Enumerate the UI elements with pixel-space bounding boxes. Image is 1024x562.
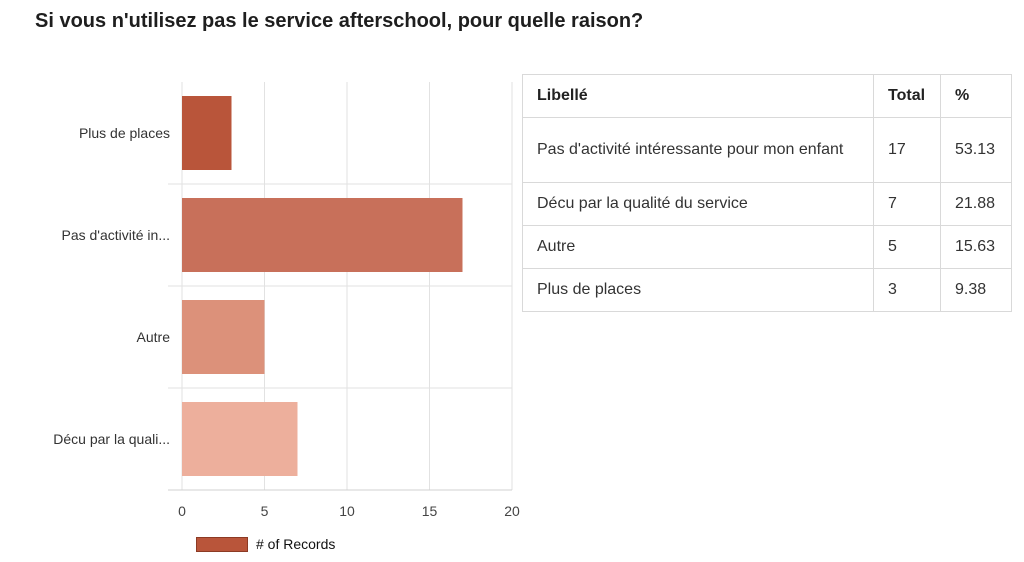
cell-total: 5	[873, 225, 941, 269]
cell-libelle: Plus de places	[522, 268, 874, 312]
cell-libelle: Pas d'activité intéressante pour mon enf…	[522, 117, 874, 183]
legend-label: # of Records	[256, 536, 336, 552]
bar-layer	[182, 96, 463, 476]
legend-swatch	[196, 536, 248, 552]
cell-percent: 9.38	[939, 268, 1013, 312]
column-header-libelle: Libellé	[522, 74, 874, 118]
cell-percent: 15.63	[939, 225, 1013, 269]
x-tick-label: 10	[339, 503, 355, 519]
category-label: Décu par la quali...	[53, 431, 170, 447]
category-label: Pas d'activité in...	[62, 227, 171, 243]
column-header-percent: %	[939, 74, 1013, 118]
table-row: Pas d'activité intéressante pour mon enf…	[522, 117, 1013, 183]
cell-percent: 21.88	[939, 182, 1013, 226]
x-tick-label: 0	[178, 503, 186, 519]
cell-total: 3	[873, 268, 941, 312]
cell-total: 17	[873, 117, 941, 183]
table-row: Décu par la qualité du service 7 21.88	[522, 182, 1013, 226]
grid-layer	[168, 82, 513, 491]
bar[interactable]	[182, 96, 232, 170]
chart-legend: # of Records	[196, 536, 335, 552]
bar-chart: 0 5 10 15 20 Plus de places Pas d'activité in.…	[53, 82, 520, 519]
chart-title: Si vous n'utilisez pas le service afters…	[35, 10, 644, 32]
cell-total: 7	[873, 182, 941, 226]
x-tick-label: 15	[422, 503, 438, 519]
bar[interactable]	[182, 300, 265, 374]
category-label: Autre	[137, 329, 171, 345]
bar[interactable]	[182, 198, 463, 272]
table-row: Plus de places 3 9.38	[522, 268, 1013, 312]
table-row: Autre 5 15.63	[522, 225, 1013, 269]
data-table: Libellé Total % Pas d'activité intéressa…	[522, 74, 1013, 312]
table-header-row: Libellé Total %	[522, 74, 1013, 118]
label-layer: 0 5 10 15 20 Plus de places Pas d'activité in.…	[53, 125, 520, 519]
cell-libelle: Autre	[522, 225, 874, 269]
bar[interactable]	[182, 402, 298, 476]
column-header-total: Total	[873, 74, 941, 118]
cell-libelle: Décu par la qualité du service	[522, 182, 874, 226]
x-tick-label: 20	[504, 503, 520, 519]
x-tick-label: 5	[261, 503, 269, 519]
category-label: Plus de places	[79, 125, 170, 141]
cell-percent: 53.13	[939, 117, 1013, 183]
